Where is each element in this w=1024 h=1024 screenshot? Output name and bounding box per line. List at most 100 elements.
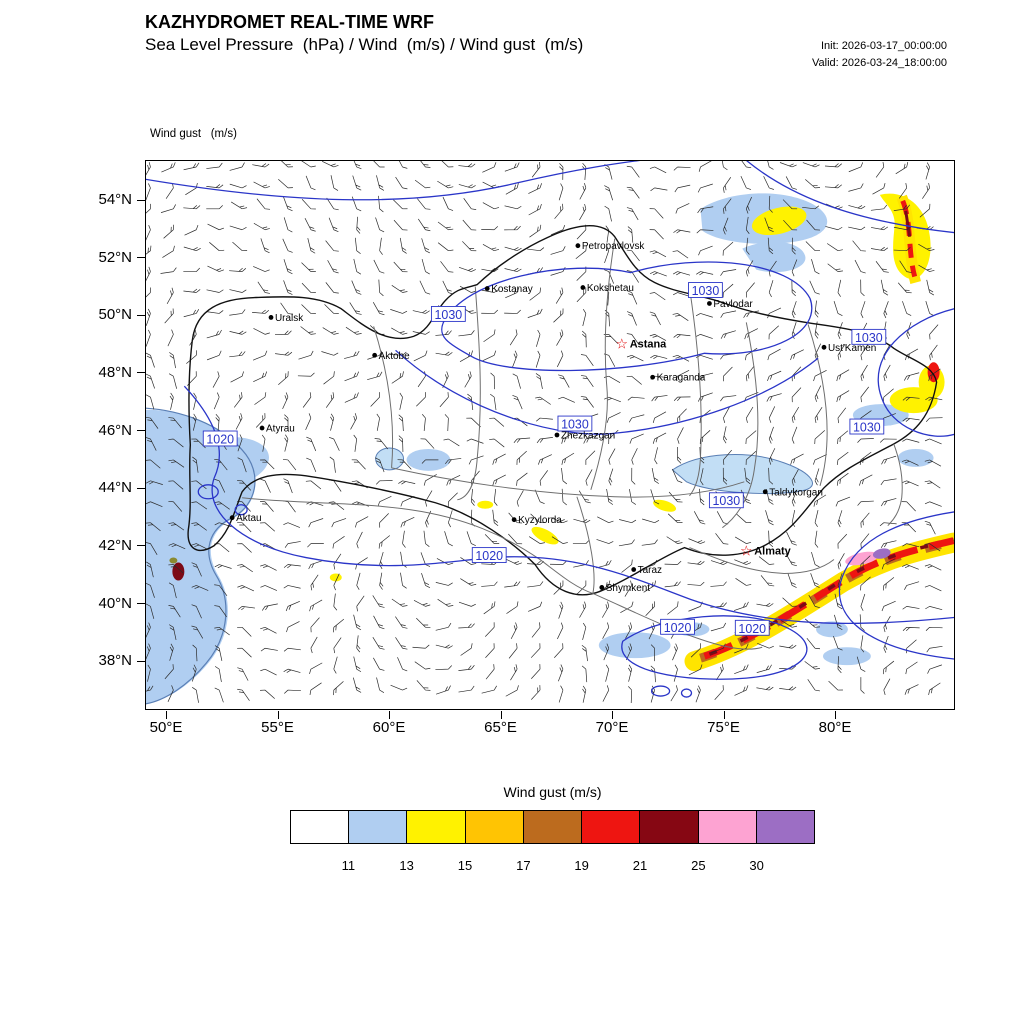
lat-tick-mark	[137, 487, 145, 489]
region-borders-shape	[887, 443, 903, 527]
pressure-label-box	[688, 282, 723, 298]
wind-gust-shading-shape	[816, 621, 848, 638]
valid-time: Valid: 2026-03-24_18:00:00	[812, 57, 947, 70]
region-borders-shape	[590, 238, 616, 490]
city-dot-icon	[707, 301, 712, 306]
city-label: Ust'Kamen	[828, 343, 876, 354]
city-label: Aktau	[236, 513, 261, 524]
city-dot-icon	[511, 517, 517, 523]
pressure-label-box	[851, 328, 887, 345]
wind-gust-shading-shape	[742, 241, 806, 273]
colorbar	[290, 810, 815, 844]
isobar-contours-shape	[650, 685, 671, 697]
legend-line-wind-gust: Wind gust (m/s)	[150, 128, 237, 141]
region-borders-shape	[592, 592, 763, 650]
lat-axis-label: 48°N	[98, 363, 132, 381]
region-borders-shape	[689, 294, 702, 497]
pressure-label: 1030	[853, 421, 881, 435]
city-dot-icon	[259, 425, 265, 431]
lon-axis-label: 80°E	[818, 719, 852, 736]
city-label: Kyzylorda	[518, 515, 562, 526]
colorbar-cell	[407, 811, 466, 843]
wind-gust-shading-shape	[531, 526, 559, 545]
colorbar-cell	[756, 811, 814, 843]
lon-tick-mark	[723, 711, 725, 719]
city-dot-icon	[268, 315, 274, 320]
colorbar-tick-label: 17	[516, 858, 531, 873]
colorbar-cell	[465, 811, 524, 843]
city-star-icon: ☆	[740, 543, 752, 559]
region-borders	[187, 225, 938, 650]
isobar-contours-shape	[441, 261, 813, 372]
init-time: Init: 2026-03-17_00:00:00	[821, 40, 947, 52]
wind-gust-shading-shape	[751, 206, 807, 236]
wind-gust-shading-shape	[169, 557, 178, 564]
region-borders-shape	[187, 225, 938, 596]
lon-tick-mark	[500, 711, 502, 719]
region-borders-shape	[807, 324, 828, 486]
city-dot-icon	[650, 374, 656, 380]
map: Petropavlovsk Kostanay Kokshetau Pavlodar Ur…	[145, 160, 955, 710]
wind-gust-shading-shape	[872, 548, 891, 559]
wind-gust-shading-shape	[845, 551, 879, 566]
lat-axis-label: 46°N	[98, 421, 132, 439]
city-label: Zhezkazgan	[561, 430, 615, 441]
city-dot-icon	[599, 585, 605, 590]
lon-axis-label: 60°E	[372, 719, 406, 736]
colorbar-cell	[349, 811, 408, 843]
lat-tick-mark	[137, 257, 145, 259]
city-label: Astana	[630, 338, 667, 350]
colorbar-tick-label: 30	[749, 858, 764, 873]
colorbar-cell	[582, 811, 641, 843]
isobar-contours-shape	[877, 308, 954, 437]
wind-gust-shading-shape	[329, 573, 342, 582]
lat-tick-mark	[137, 372, 145, 374]
lon-tick-mark	[835, 711, 836, 719]
lat-tick-mark	[137, 545, 145, 547]
isobar-contours-shape	[234, 504, 248, 516]
wind-gust-shading-shape	[823, 647, 871, 666]
city-dot-icon	[821, 344, 827, 350]
pressure-label: 1030	[435, 308, 463, 322]
pressure-label: 1020	[475, 549, 503, 563]
lon-axis-label: 65°E	[484, 719, 517, 736]
wind-barb-field	[146, 161, 943, 704]
wind-barbs	[146, 161, 943, 704]
city-label: Atyrau	[266, 424, 295, 435]
city-dot-icon	[484, 286, 490, 291]
lon-axis-label: 70°E	[595, 719, 629, 736]
pressure-label-box	[557, 415, 593, 432]
region-borders-shape	[242, 497, 594, 594]
lat-tick-mark	[137, 199, 145, 201]
pressure-label-box	[430, 306, 466, 322]
colorbar-tick-label: 25	[691, 858, 706, 873]
lon-axis-label: 55°E	[261, 719, 294, 736]
wind-gust-shading-shape	[477, 500, 494, 509]
lat-tick-mark	[137, 430, 145, 432]
model-run-info: Init: 2026-03-17_00:00:00 Valid: 2026-03…	[812, 38, 947, 72]
lon-tick-mark	[166, 711, 167, 719]
pressure-label-box	[660, 618, 695, 635]
colorbar-tick-label: 21	[632, 858, 648, 873]
lat-axis-label: 52°N	[98, 248, 132, 266]
lat-axis-label: 44°N	[98, 479, 132, 497]
wind-gust-shading-shape	[197, 437, 269, 485]
lat-axis-label: 40°N	[98, 594, 132, 612]
city-dot-icon	[631, 567, 637, 572]
lat-axis-label: 42°N	[98, 536, 132, 554]
wind-gust-shading-shape	[684, 532, 954, 672]
region-borders-shape	[373, 326, 394, 468]
city-label: Taldykorgan	[769, 487, 823, 498]
pressure-label-box	[849, 418, 885, 435]
city-dot-icon	[762, 489, 768, 495]
pressure-label-box	[202, 430, 238, 447]
page-subtitle: Sea Level Pressure (hPa) / Wind (m/s) / …	[145, 35, 584, 54]
lon-tick-mark	[389, 711, 390, 719]
pressure-label-box	[471, 547, 507, 563]
water-bodies-shape	[671, 454, 813, 495]
page-title: KAZHYDROMET REAL-TIME WRF	[145, 12, 434, 32]
wind-gust-shading-shape	[927, 362, 940, 383]
city-label: Pavlodar	[713, 299, 753, 310]
pressure-label: 1030	[561, 418, 589, 432]
colorbar-tick-label: 13	[399, 858, 414, 873]
